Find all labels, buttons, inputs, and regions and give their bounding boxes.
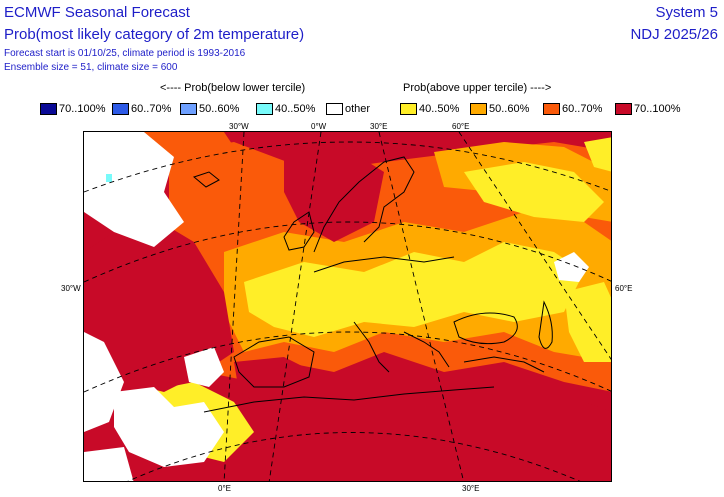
legend-swatch	[400, 103, 417, 115]
coast-iberia	[233, 336, 315, 388]
legend-label: 40..50%	[419, 103, 460, 115]
legend-label: 70..100%	[634, 103, 681, 115]
legend-swatch	[470, 103, 487, 115]
zone-cyan-speck	[106, 174, 112, 182]
legend-label: 60..70%	[562, 103, 603, 115]
legend-item: 40..50%	[256, 102, 315, 116]
coast-uk	[283, 211, 315, 251]
zone-70-iberia	[234, 357, 314, 407]
coast-europe-north	[313, 256, 455, 273]
zone-70-atlantic	[84, 212, 234, 392]
parallel-30	[84, 331, 611, 393]
coast-italy	[353, 321, 390, 373]
map-title: ECMWF Seasonal Forecast	[4, 4, 190, 21]
legend-label: 40..50%	[275, 103, 316, 115]
grid-label-bottom-30e: 30°E	[462, 484, 480, 493]
legend-swatch	[40, 103, 57, 115]
meridian-30w	[223, 132, 245, 481]
zone-other-africa	[114, 387, 224, 467]
legend-item: 70..100%	[615, 102, 680, 116]
legend-item: 50..60%	[470, 102, 529, 116]
meridian-30e	[378, 132, 464, 481]
legend-swatch	[615, 103, 632, 115]
meridian-60e	[458, 132, 611, 360]
legend-swatch	[543, 103, 560, 115]
map-subtitle: Prob(most likely category of 2m temperat…	[4, 26, 305, 43]
legend-label: 60..70%	[131, 103, 172, 115]
legend-label: 70..100%	[59, 103, 106, 115]
zone-40-north	[464, 162, 604, 222]
coast-iceland	[192, 171, 220, 188]
coastlines	[192, 156, 553, 413]
parallel-15	[127, 432, 581, 481]
coast-scandinavia	[313, 156, 415, 253]
zone-other-iberia	[184, 347, 224, 387]
zone-other-sw	[84, 447, 134, 481]
grid-label-left-30w: 30°W	[61, 284, 81, 293]
grid-label-top-30e: 30°E	[370, 122, 388, 131]
parallel-45	[84, 221, 611, 283]
zone-40-ne	[584, 137, 611, 172]
legend-item: 50..60%	[180, 102, 239, 116]
legend-swatch	[180, 103, 197, 115]
legend-item: 60..70%	[543, 102, 602, 116]
zone-other-northatl	[84, 132, 184, 247]
grid-label-right-60e: 60°E	[615, 284, 633, 293]
grid-label-top-60e: 60°E	[452, 122, 470, 131]
legend-swatch	[256, 103, 273, 115]
above-tercile-header: Prob(above upper tercile) ---->	[403, 82, 552, 94]
legend-item: 40..50%	[400, 102, 459, 116]
zone-70-nord	[284, 147, 384, 242]
grid-label-bottom-0: 0°E	[218, 484, 231, 493]
legend-item: other	[326, 102, 370, 116]
legend-swatch	[112, 103, 129, 115]
map-svg	[84, 132, 611, 481]
season-label: NDJ 2025/26	[630, 26, 718, 43]
legend-label: other	[345, 103, 371, 115]
zone-60-northatl	[144, 132, 244, 192]
legend-label: 50..60%	[199, 103, 240, 115]
legend-swatch	[326, 103, 343, 115]
below-tercile-header: <---- Prob(below lower tercile)	[160, 82, 306, 94]
legend-item: 60..70%	[112, 102, 171, 116]
grid-label-top-0: 0°W	[311, 122, 327, 131]
coast-north-africa	[203, 386, 495, 413]
coast-blacksea	[453, 312, 518, 345]
forecast-map	[83, 131, 612, 482]
parallel-60	[84, 141, 611, 193]
legend-item: 70..100%	[40, 102, 105, 116]
graticule	[84, 132, 611, 481]
zone-other-east	[554, 252, 589, 282]
ensemble-size-info: Ensemble size = 51, climate size = 600	[4, 62, 178, 73]
coast-caspian	[538, 300, 553, 349]
system-label: System 5	[655, 4, 718, 21]
coast-anatolia	[463, 356, 545, 373]
legend-label: 50..60%	[489, 103, 530, 115]
grid-label-top-30w: 30°W	[229, 122, 249, 131]
coast-balkans	[403, 331, 450, 368]
forecast-start-info: Forecast start is 01/10/25, climate peri…	[4, 48, 246, 59]
